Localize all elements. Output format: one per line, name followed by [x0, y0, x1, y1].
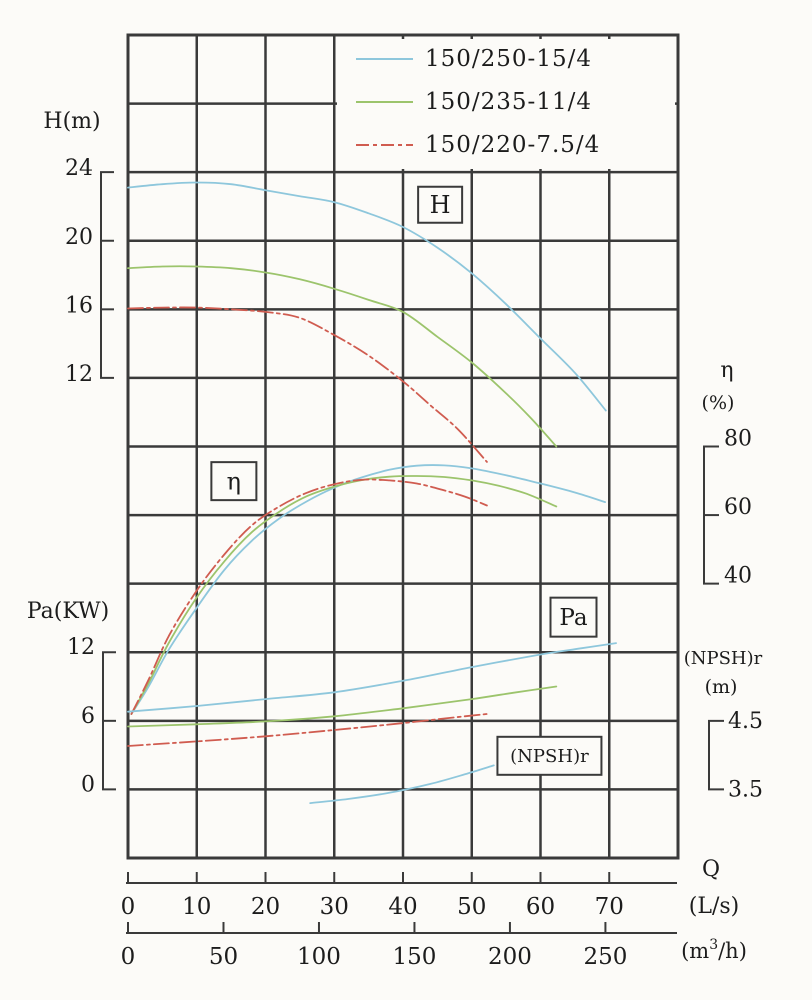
qm3h-axis-tick-label: 0 [121, 944, 136, 970]
head-axis-title: H(m) [43, 109, 100, 134]
curve-Pa-150/235-11/4 [127, 685, 558, 728]
power-axis-tick-label: 12 [67, 635, 95, 660]
curve-label-text: η [227, 467, 241, 495]
curve-H-150/220-7.5/4 [127, 306, 488, 463]
legend-item: 150/220-7.5/4 [337, 127, 675, 163]
curve-H-150/250-15/4 [127, 181, 607, 412]
qls-axis-tick-label: 60 [526, 894, 555, 920]
curve-Pa-150/220-7.5/4 [127, 713, 488, 747]
legend-label: 150/250-15/4 [425, 46, 592, 72]
curve-Pa-150/250-15/4 [127, 642, 617, 713]
qls-axis-tick-label: 50 [457, 894, 486, 920]
qls-axis-tick-label: 20 [251, 894, 280, 920]
curve-label-box [417, 185, 464, 224]
curve-npsh-150/250-15/4 [309, 764, 495, 804]
eff-axis-title: η [720, 358, 733, 383]
curve-eta-150/220-7.5/4 [130, 478, 488, 715]
legend-swatch-blue [356, 58, 413, 60]
qm3h-axis-tick-label: 200 [488, 944, 532, 970]
q-axis-title: Q [702, 857, 720, 882]
qls-axis-tick-label: 70 [595, 894, 624, 920]
qls-axis-tick-label: 10 [182, 894, 211, 920]
qm3h-axis-tick-label: 150 [393, 944, 437, 970]
eff-axis-unit: (%) [702, 392, 735, 414]
eff-axis-tick-label: 40 [724, 564, 752, 589]
power-axis-tick-label: 0 [81, 772, 95, 797]
npsh-axis-bracket [708, 719, 724, 791]
head-axis-tick-label: 16 [65, 293, 93, 318]
head-axis-tick-label: 20 [65, 225, 93, 250]
npsh-axis-tick-label: 3.5 [728, 777, 763, 802]
chart-legend: 150/250-15/4 150/235-11/4 150/220-7.5/4 [337, 39, 675, 169]
head-axis-tick-label: 12 [65, 362, 93, 387]
eff-axis-tick-label: 80 [724, 427, 752, 452]
curve-eta-150/235-11/4 [130, 475, 558, 715]
curve-label-text: H [430, 191, 451, 219]
curve-label-box [549, 596, 598, 638]
legend-swatch-red [356, 144, 413, 146]
qm3h-axis-unit: (m3/h) [681, 937, 747, 963]
qls-axis-unit: (L/s) [689, 894, 739, 919]
qls-axis-tick-label: 40 [388, 894, 417, 920]
qls-axis-tick-label: 0 [121, 894, 136, 920]
npsh-axis-tick-label: 4.5 [728, 709, 763, 734]
npsh-axis-title: (NPSH)r [684, 648, 763, 669]
legend-item: 150/250-15/4 [337, 41, 675, 77]
head-axis-bracket [100, 171, 114, 379]
power-axis-title: Pa(KW) [27, 599, 109, 624]
legend-swatch-green [356, 101, 413, 103]
legend-item: 150/235-11/4 [337, 84, 675, 120]
qm3h-axis-tick-label: 50 [209, 944, 238, 970]
curve-label-text: Pa [559, 605, 587, 631]
head-axis-tick-label: 24 [65, 156, 93, 181]
eff-axis-tick-label: 60 [724, 495, 752, 520]
curve-label-box [496, 735, 603, 776]
npsh-axis-unit: (m) [705, 676, 738, 698]
curve-H-150/235-11/4 [127, 265, 558, 448]
power-axis-tick-label: 6 [81, 704, 95, 729]
curve-label-text: (NPSH)r [510, 746, 589, 767]
curve-label-box [210, 461, 258, 502]
qm3h-axis-tick-label: 100 [297, 944, 341, 970]
qls-axis-tick-label: 30 [320, 894, 349, 920]
qm3h-axis-tick-label: 250 [583, 944, 627, 970]
legend-label: 150/220-7.5/4 [425, 132, 601, 158]
legend-label: 150/235-11/4 [425, 89, 592, 115]
